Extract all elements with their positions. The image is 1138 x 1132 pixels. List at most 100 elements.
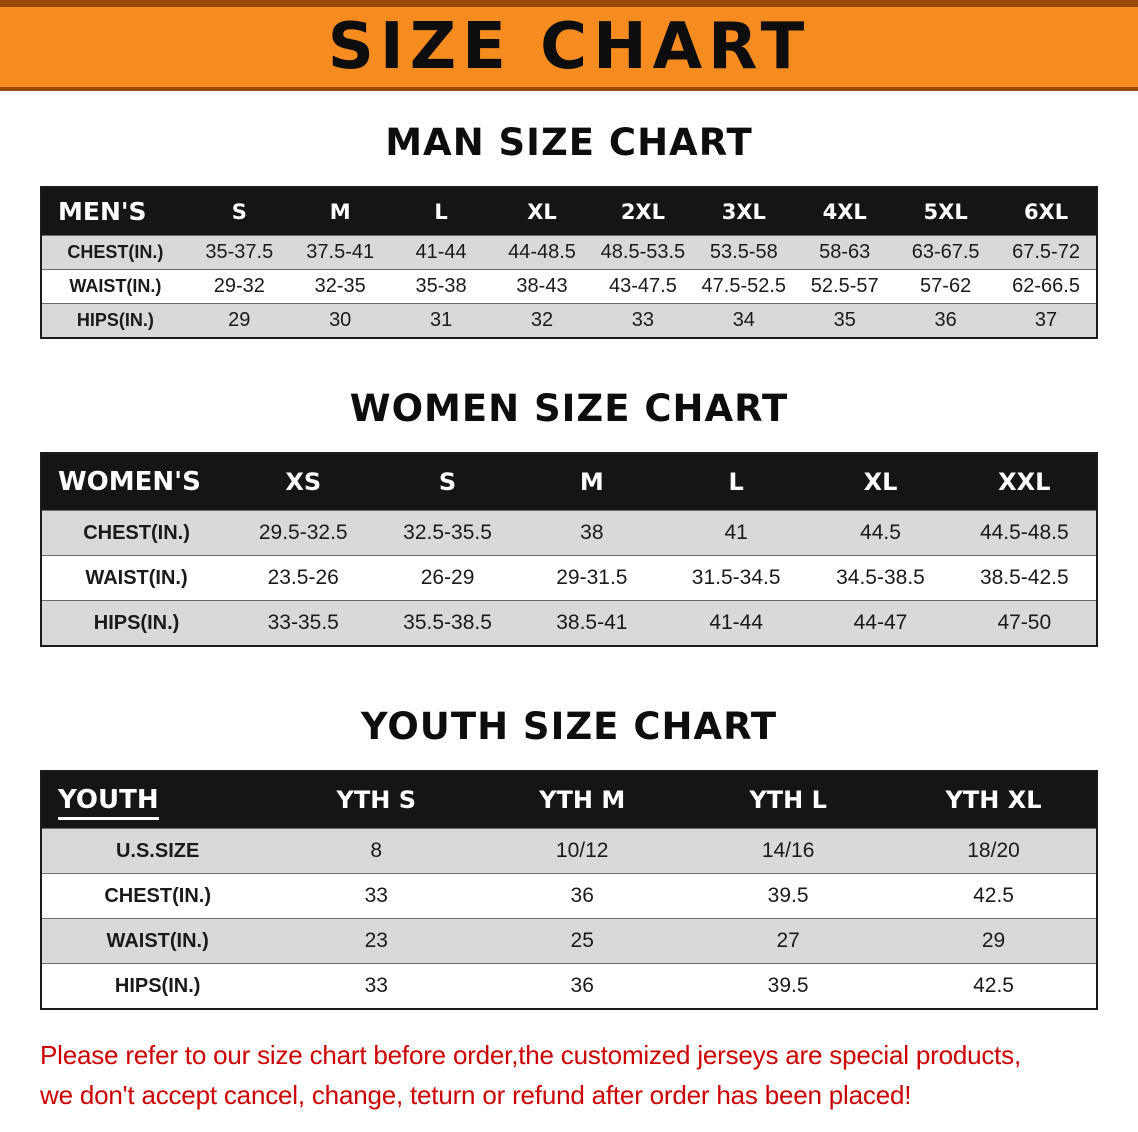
table-header-row: YOUTH YTH S YTH M YTH L YTH XL (41, 771, 1097, 829)
table-cell: 31.5-34.5 (691, 566, 781, 589)
column-header: S (375, 453, 520, 511)
row-label: WAIST(IN.) (85, 566, 188, 589)
table-cell: 10/12 (555, 839, 609, 862)
youth-size-table-wrap: YOUTH YTH S YTH M YTH L YTH XL U.S.SIZE 8 10/12… (40, 770, 1098, 1010)
table-cell: 38.5-41 (556, 611, 628, 634)
column-header: 2XL (592, 187, 694, 236)
table-cell: 38-43 (516, 275, 568, 297)
men-size-table: MEN'S S M L XL 2XL 3XL 4XL 5XL 6XL CHEST(IN.) 35-37… (40, 186, 1098, 339)
row-label: CHEST(IN.) (83, 521, 190, 544)
table-cell: 33 (631, 309, 655, 331)
table-corner-text: WOMEN'S (58, 467, 201, 497)
column-header: XL (491, 187, 593, 236)
men-section-heading: MAN SIZE CHART (385, 121, 753, 164)
table-corner-label: YOUTH (41, 771, 274, 829)
table-cell: 41 (724, 521, 748, 544)
row-label: CHEST(IN.) (67, 242, 164, 262)
table-row: CHEST(IN.) 35-37.5 37.5-41 41-44 44-48.5 48.5… (41, 235, 1097, 270)
women-size-table-wrap: WOMEN'S XS S M L XL XXL CHEST(IN.) 29.5-32.5 32.5… (40, 452, 1098, 647)
column-header: 5XL (895, 187, 997, 236)
column-header: 4XL (794, 187, 896, 236)
table-row: CHEST(IN.) 29.5-32.5 32.5-35.5 38 41 44.5 44.5… (41, 510, 1097, 556)
column-header: 6XL (996, 187, 1097, 236)
table-cell: 35 (833, 309, 856, 331)
table-cell: 52.5-57 (810, 275, 879, 297)
table-corner-label: WOMEN'S (41, 453, 232, 511)
table-cell: 29 (228, 309, 251, 331)
column-header: YTH XL (891, 771, 1097, 829)
table-row: WAIST(IN.) 23 25 27 29 (41, 918, 1097, 964)
table-cell: 29.5-32.5 (258, 521, 348, 544)
banner: SIZE CHART (0, 0, 1138, 91)
column-header: XS (231, 453, 376, 511)
table-cell: 42.5 (973, 884, 1014, 907)
table-cell: 23.5-26 (267, 566, 339, 589)
table-cell: 36 (570, 884, 594, 907)
section-women-size-chart: WOMEN SIZE CHART WOMEN'S XS S M L XL XXL CHEST(… (0, 387, 1138, 647)
table-cell: 44.5 (860, 521, 901, 544)
women-section-heading: WOMEN SIZE CHART (349, 387, 789, 430)
table-row: HIPS(IN.) 29 30 31 32 33 34 35 36 37 (41, 303, 1097, 338)
table-cell: 36 (934, 309, 957, 331)
column-header: S (188, 187, 290, 236)
table-cell: 35-37.5 (205, 241, 274, 263)
table-cell: 33-35.5 (267, 611, 339, 634)
table-cell: 37 (1034, 309, 1058, 331)
table-row: CHEST(IN.) 33 36 39.5 42.5 (41, 873, 1097, 919)
table-cell: 44-48.5 (508, 241, 576, 263)
table-cell: 31 (429, 309, 453, 331)
table-cell: 47-50 (997, 611, 1052, 634)
table-cell: 42.5 (973, 974, 1014, 997)
table-cell: 29-32 (213, 275, 265, 297)
table-cell: 38.5-42.5 (979, 566, 1069, 589)
row-label: WAIST(IN.) (106, 929, 209, 952)
table-cell: 39.5 (767, 974, 809, 997)
table-cell: 43-47.5 (608, 275, 677, 297)
table-cell: 41-44 (415, 241, 467, 263)
row-label: WAIST(IN.) (69, 276, 162, 296)
table-cell: 57-62 (920, 275, 972, 297)
column-header: XXL (952, 453, 1097, 511)
column-header: L (664, 453, 809, 511)
table-cell: 32.5-35.5 (403, 521, 492, 544)
table-cell: 14/16 (761, 839, 815, 862)
table-cell: 26-29 (420, 566, 475, 589)
column-header: YTH L (685, 771, 892, 829)
footer-note-line: Please refer to our size chart before or… (40, 1040, 1022, 1070)
table-cell: 48.5-53.5 (600, 241, 686, 263)
table-cell: 47.5-52.5 (701, 275, 787, 297)
table-cell: 38 (580, 521, 604, 544)
footer-note-line: we don't accept cancel, change, teturn o… (40, 1080, 912, 1110)
table-header-row: MEN'S S M L XL 2XL 3XL 4XL 5XL 6XL (41, 187, 1097, 236)
table-cell: 62-66.5 (1012, 275, 1080, 297)
youth-size-table: YOUTH YTH S YTH M YTH L YTH XL U.S.SIZE 8 10/12… (40, 770, 1098, 1010)
table-cell: 34 (732, 309, 755, 331)
table-cell: 23 (364, 929, 388, 952)
table-row: WAIST(IN.) 29-32 32-35 35-38 38-43 43-47.5 47.… (41, 269, 1097, 304)
table-cell: 63-67.5 (911, 241, 980, 263)
table-cell: 41-44 (709, 611, 764, 634)
page-title: SIZE CHART (327, 10, 811, 84)
table-cell: 58-63 (819, 241, 871, 263)
table-cell: 36 (570, 974, 594, 997)
row-label: CHEST(IN.) (104, 884, 211, 907)
section-men-size-chart: MAN SIZE CHART MEN'S S M L XL 2XL 3XL 4XL 5XL 6XL… (0, 121, 1138, 339)
column-header: 3XL (693, 187, 795, 236)
table-corner-text: MEN'S (58, 197, 147, 226)
table-cell: 32-35 (314, 275, 366, 297)
row-label: HIPS(IN.) (114, 974, 201, 997)
table-cell: 30 (329, 309, 352, 331)
table-cell: 37.5-41 (306, 241, 375, 263)
table-cell: 67.5-72 (1012, 241, 1080, 263)
table-corner-text: YOUTH (58, 785, 159, 820)
youth-section-heading: YOUTH SIZE CHART (360, 705, 778, 748)
table-cell: 29 (981, 929, 1006, 952)
table-row: U.S.SIZE 8 10/12 14/16 18/20 (41, 828, 1097, 874)
table-cell: 27 (776, 929, 800, 952)
row-label: HIPS(IN.) (76, 310, 154, 330)
table-cell: 18/20 (967, 839, 1020, 862)
column-header: L (390, 187, 492, 236)
table-row: WAIST(IN.) 23.5-26 26-29 29-31.5 31.5-34.5 34… (41, 555, 1097, 601)
column-header: YTH M (479, 771, 686, 829)
